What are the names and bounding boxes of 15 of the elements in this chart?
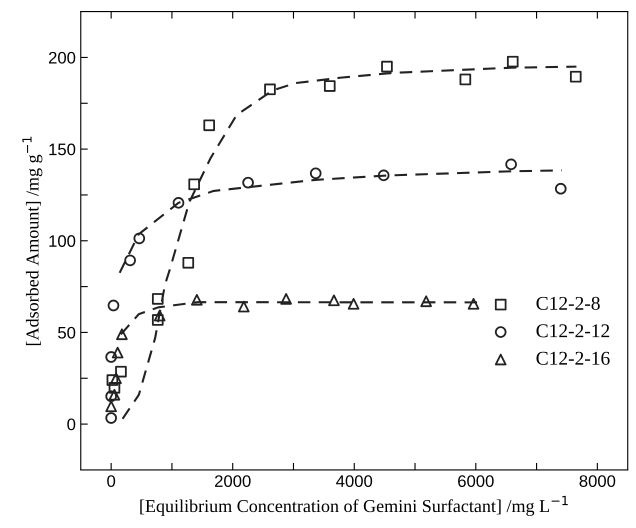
x-tick-label: 8000 bbox=[580, 475, 616, 488]
legend-label: C12-2-16 bbox=[536, 352, 610, 365]
x-tick-label: 4000 bbox=[336, 475, 372, 488]
x-tick-label: 0 bbox=[107, 475, 116, 488]
y-tick-label: 150 bbox=[49, 144, 76, 156]
y-tick-label: 50 bbox=[58, 326, 76, 339]
x-tick-label: 2000 bbox=[215, 475, 251, 488]
legend-label: C12-2-12 bbox=[536, 324, 610, 338]
y-tick-label: 100 bbox=[49, 235, 76, 247]
legend-label: C12-2-8 bbox=[536, 296, 600, 310]
y-axis-title: [Adsorbed Amount] /mg g$^{−1}$ bbox=[22, 136, 42, 346]
y-tick-label: 200 bbox=[48, 52, 76, 64]
x-axis-title: [Equilibrium Concentration of Gemini Surfactant] /mg L$^{−1}$ bbox=[140, 496, 568, 516]
y-tick-label: 0 bbox=[67, 418, 76, 430]
x-tick-label: 6000 bbox=[458, 475, 494, 488]
